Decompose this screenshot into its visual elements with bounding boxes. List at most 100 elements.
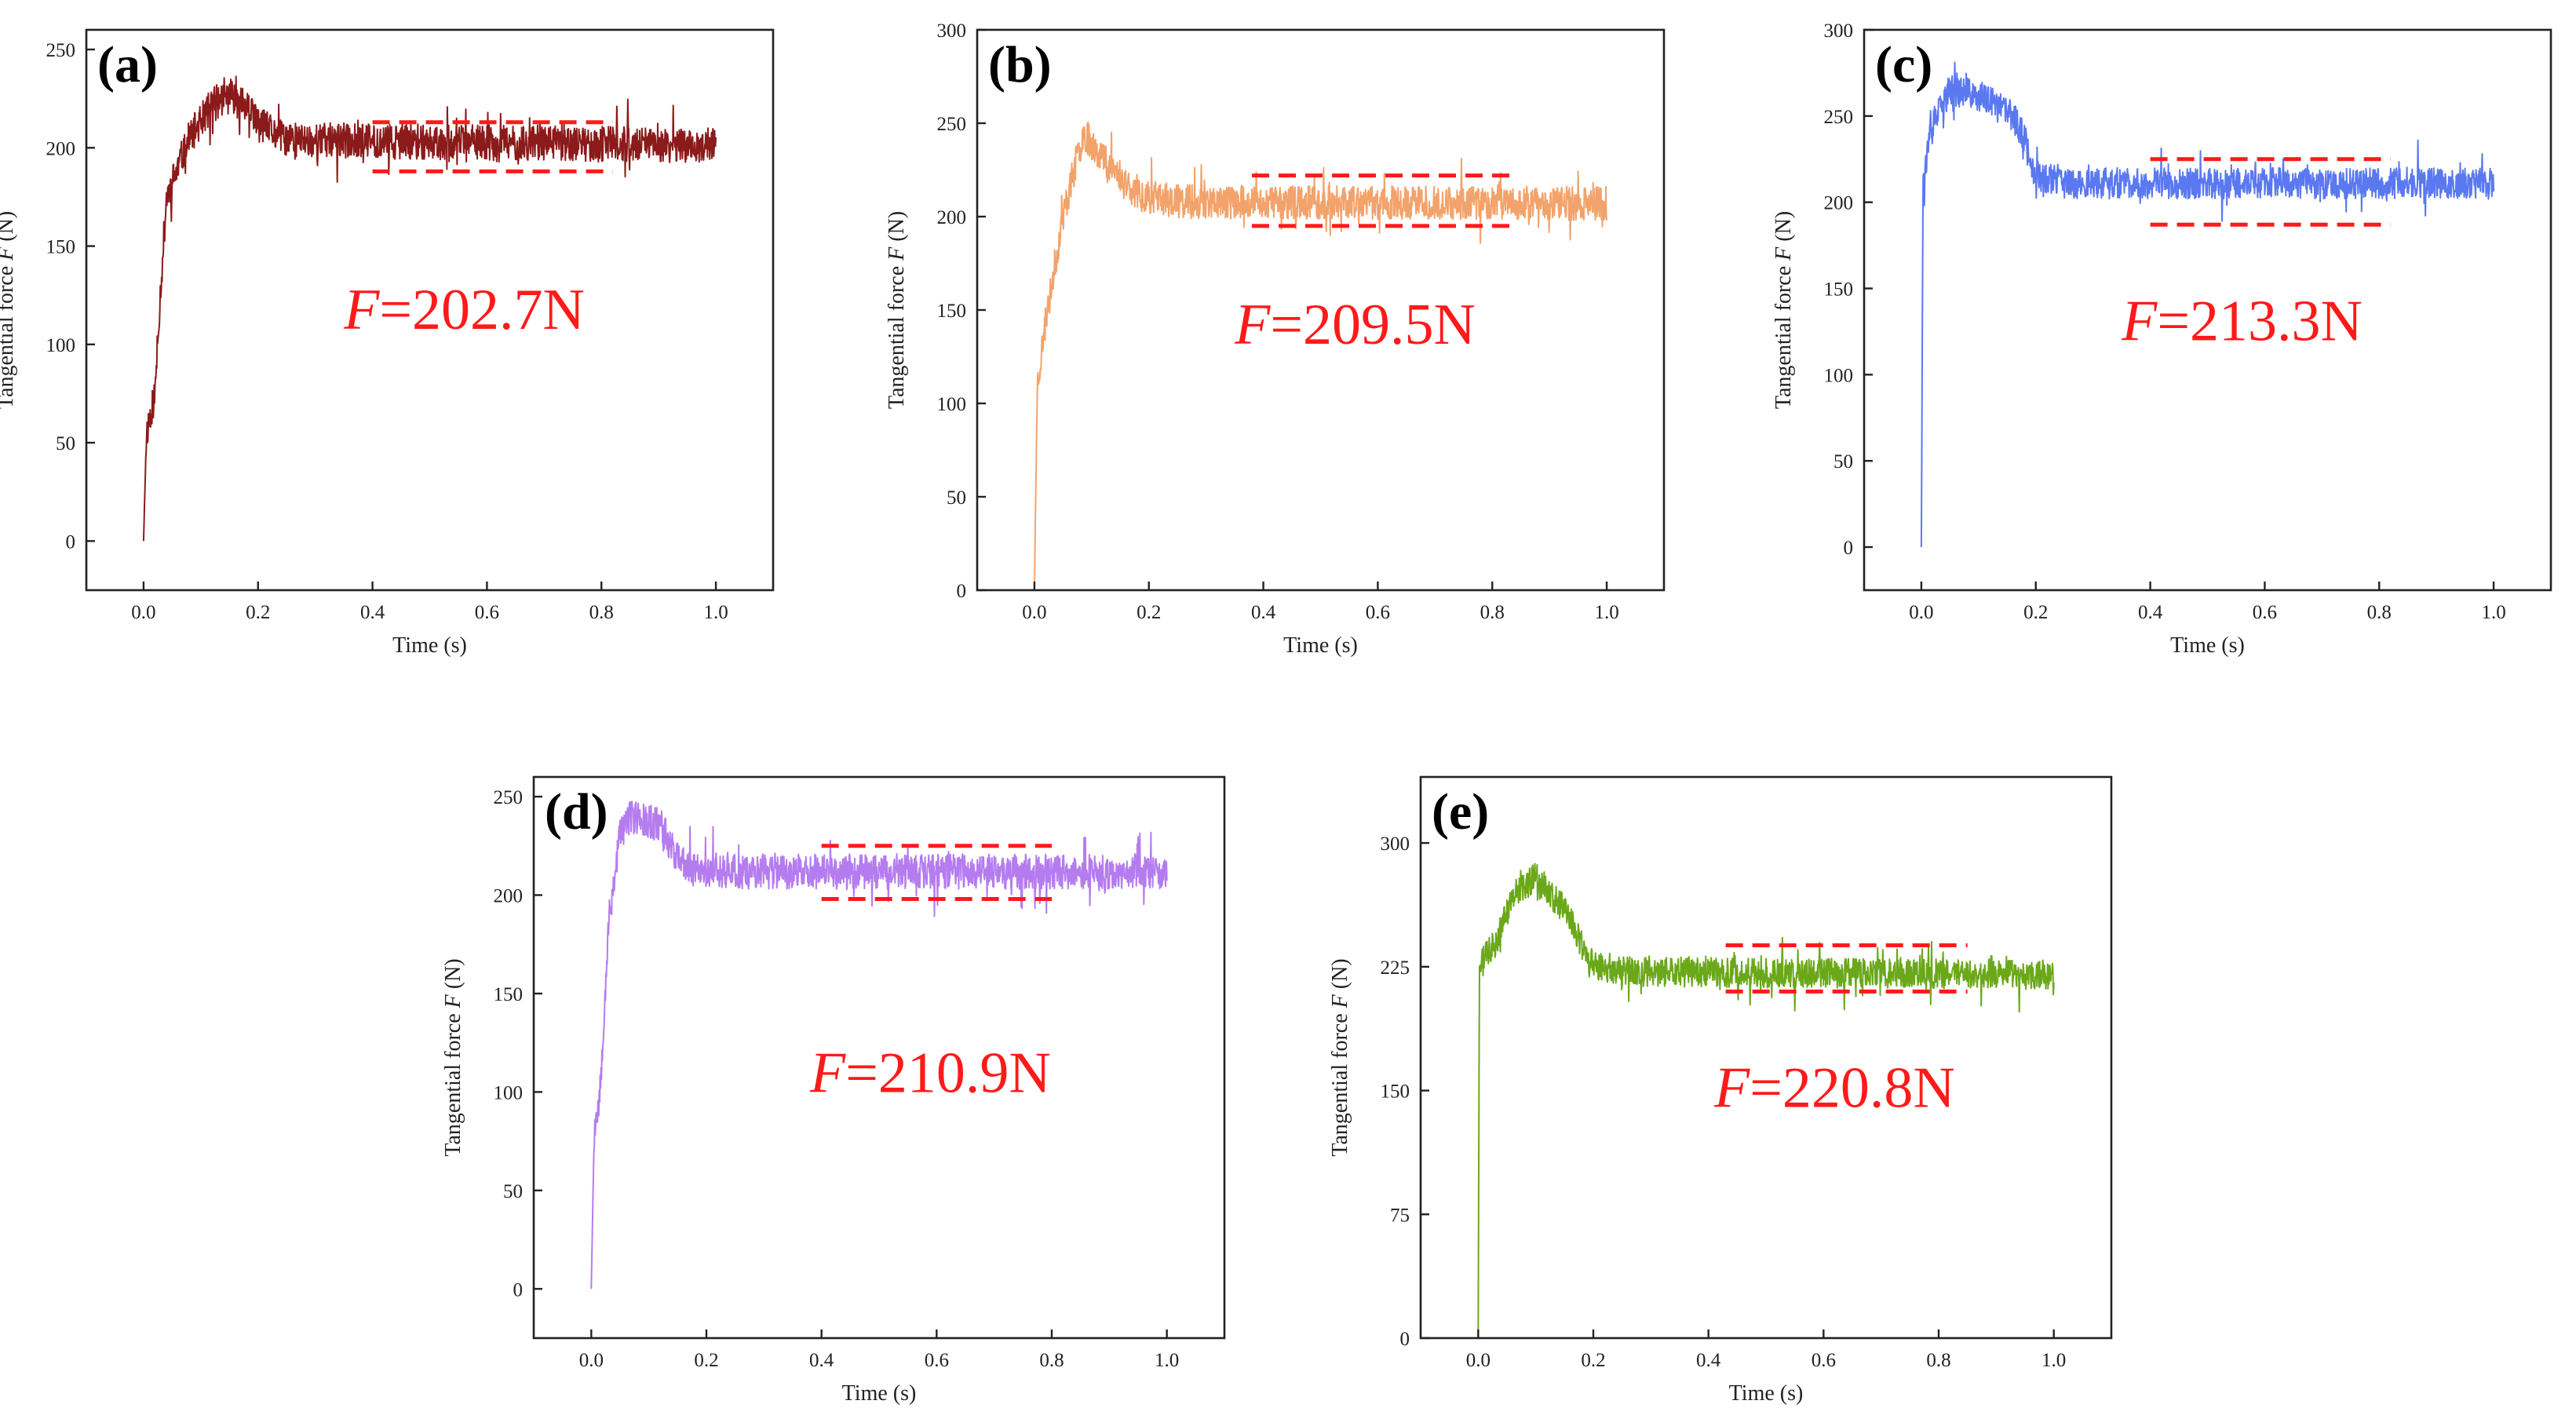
- x-axis-title: Time (s): [1283, 633, 1358, 658]
- y-tick-label: 225: [1381, 957, 1410, 979]
- x-tick-label: 1.0: [2481, 602, 2505, 623]
- y-tick-label: 250: [937, 114, 967, 135]
- y-tick-label: 250: [494, 787, 524, 808]
- y-axis-title-text: Tangential force: [885, 261, 909, 409]
- y-tick-label: 250: [46, 40, 76, 61]
- y-axis-title-unit: (N): [441, 958, 465, 994]
- y-axis-title-variable: F: [1771, 246, 1796, 261]
- y-tick-label: 0: [66, 531, 76, 553]
- x-tick-label: 0.4: [1696, 1350, 1721, 1371]
- chart-panel-d: 0.0 0.2 0.4 0.6 0.8 1.0 0 50 100 150 200 250 Time (s…: [441, 775, 1226, 1406]
- panel-label: (d): [545, 783, 608, 841]
- y-tick-label: 100: [494, 1082, 524, 1103]
- y-tick-label: 300: [1381, 833, 1410, 855]
- x-tick-label: 0.6: [925, 1350, 949, 1371]
- x-tick-label: 0.0: [1022, 602, 1046, 623]
- x-tick-label: 0.0: [1466, 1350, 1491, 1371]
- y-tick-label: 150: [1381, 1081, 1410, 1103]
- y-tick-label: 0: [1400, 1329, 1410, 1350]
- annotation-value: =209.5N: [1270, 293, 1476, 357]
- y-axis-title-variable: F: [0, 246, 18, 261]
- panel-label: (b): [988, 36, 1052, 93]
- annotation-variable: F: [809, 1041, 846, 1105]
- y-axis-title-unit: (N): [1771, 211, 1796, 247]
- y-tick-label: 150: [937, 301, 967, 322]
- x-axis-title: Time (s): [1729, 1381, 1804, 1406]
- x-tick-label: 0.4: [360, 602, 385, 623]
- force-series-line: [590, 801, 1168, 1289]
- y-axis-title: Tangential force F (N): [1328, 958, 1352, 1156]
- chart-panel-e: 0.0 0.2 0.4 0.6 0.8 1.0 0 75 150 225 300 Time (s) Ta…: [1328, 775, 2113, 1406]
- y-axis-title-variable: F: [1328, 994, 1352, 1008]
- force-series-line: [1033, 121, 1608, 590]
- x-tick-label: 0.2: [694, 1350, 718, 1371]
- y-tick-label: 0: [513, 1279, 524, 1300]
- y-axis-title-text: Tangential force: [1328, 1008, 1352, 1156]
- x-tick-label: 0.6: [1812, 1350, 1836, 1371]
- y-tick-label: 150: [1824, 279, 1854, 301]
- x-tick-label: 0.8: [1039, 1350, 1064, 1371]
- x-tick-label: 0.4: [1251, 602, 1276, 623]
- annotation-variable: F: [1713, 1056, 1750, 1121]
- plot-frame: [1419, 775, 2113, 1340]
- plot-frame: [85, 28, 775, 592]
- x-tick-label: 0.8: [589, 602, 614, 623]
- x-tick-label: 0.2: [1137, 602, 1161, 623]
- y-axis-title: Tangential force F (N): [885, 211, 909, 409]
- panel-label: (e): [1432, 783, 1489, 841]
- y-tick-label: 150: [46, 237, 76, 258]
- y-tick-label: 100: [1824, 365, 1854, 386]
- plot-frame: [532, 775, 1226, 1340]
- x-tick-label: 1.0: [703, 602, 728, 623]
- chart-panel-c: 0.0 0.2 0.4 0.6 0.8 1.0 0 50 100 150 200 250 300 Time…: [1771, 20, 2552, 658]
- x-tick-label: 0.2: [2023, 602, 2048, 623]
- x-tick-label: 0.8: [2367, 602, 2392, 623]
- x-tick-label: 0.8: [1926, 1350, 1950, 1371]
- panel-label: (c): [1875, 36, 1932, 93]
- y-tick-label: 100: [937, 394, 967, 415]
- force-series-line: [1920, 61, 2495, 548]
- y-tick-label: 200: [1824, 193, 1854, 214]
- chart-panel-b: 0.0 0.2 0.4 0.6 0.8 1.0 0 50 100 150 200 250 300 Time…: [885, 20, 1666, 658]
- annotation-value: =213.3N: [2157, 289, 2363, 353]
- y-axis-title-variable: F: [885, 246, 909, 261]
- y-tick-label: 50: [56, 433, 75, 454]
- x-tick-label: 0.6: [1366, 602, 1390, 623]
- panel-label: (a): [97, 36, 158, 93]
- y-tick-label: 150: [494, 984, 524, 1005]
- x-tick-label: 0.4: [809, 1350, 834, 1371]
- y-tick-label: 300: [937, 20, 967, 42]
- y-axis-title-text: Tangential force: [1771, 261, 1796, 409]
- y-tick-label: 250: [1824, 107, 1854, 128]
- annotation-value: =202.7N: [379, 278, 585, 342]
- x-tick-label: 0.4: [2138, 602, 2163, 623]
- annotation-value: =210.9N: [845, 1041, 1051, 1105]
- annotation-variable: F: [1234, 293, 1271, 357]
- y-axis-title-variable: F: [441, 994, 465, 1008]
- y-axis-title-unit: (N): [0, 211, 18, 247]
- x-tick-label: 0.6: [2253, 602, 2277, 623]
- annotation-variable: F: [2121, 289, 2158, 353]
- y-tick-label: 200: [494, 886, 524, 907]
- x-tick-label: 0.2: [1581, 1350, 1605, 1371]
- y-tick-label: 50: [947, 487, 966, 509]
- mean-force-annotation: F=210.9N: [809, 1041, 1051, 1105]
- y-tick-label: 50: [503, 1181, 523, 1202]
- y-axis-title: Tangential force F (N): [1771, 211, 1796, 409]
- y-axis-title: Tangential force F (N): [0, 211, 18, 409]
- y-axis-title-unit: (N): [1328, 958, 1352, 994]
- x-tick-label: 0.0: [579, 1350, 604, 1371]
- y-tick-label: 300: [1824, 20, 1854, 42]
- y-axis-title-text: Tangential force: [0, 261, 18, 409]
- mean-force-annotation: F=213.3N: [2121, 289, 2363, 353]
- x-tick-label: 1.0: [1594, 602, 1618, 623]
- y-tick-label: 200: [46, 138, 76, 159]
- y-tick-label: 100: [46, 335, 76, 356]
- y-tick-label: 0: [1844, 538, 1854, 559]
- x-axis-title: Time (s): [842, 1381, 917, 1406]
- force-series-line: [1477, 863, 2055, 1338]
- y-axis-title-unit: (N): [885, 211, 909, 247]
- chart-panel-a: 0.0 0.2 0.4 0.6 0.8 1.0 0 50 100 150 200 250 Time (s…: [0, 28, 775, 658]
- x-tick-label: 0.6: [475, 602, 499, 623]
